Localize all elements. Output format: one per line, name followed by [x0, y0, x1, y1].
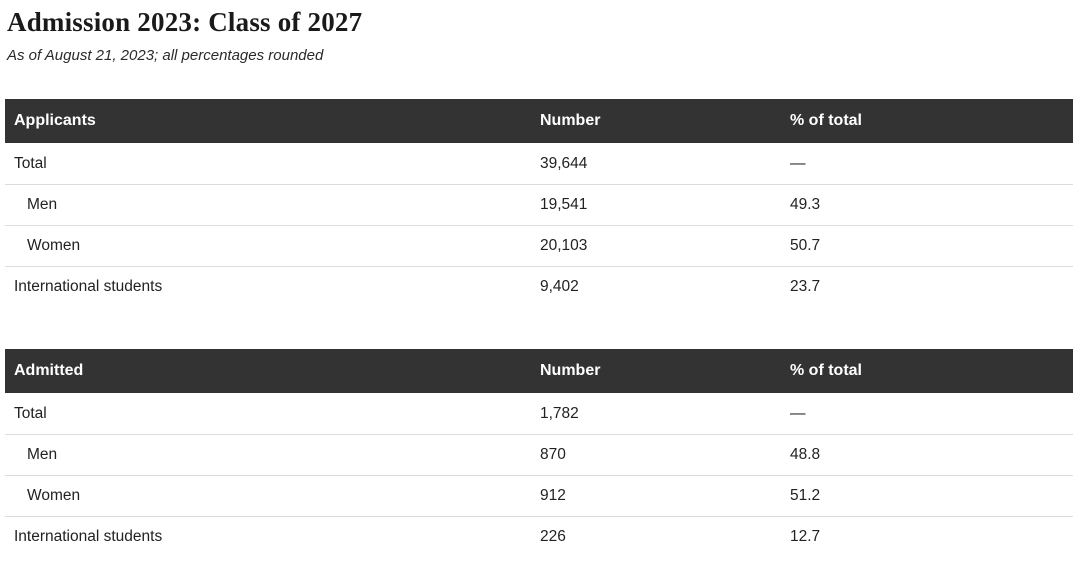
row-label: Women	[27, 487, 81, 505]
page-title: Admission 2023: Class of 2027	[7, 7, 363, 37]
table-row: Women 912 51.2	[5, 475, 1073, 516]
admissions-stats-page: Admission 2023: Class of 2027 As of Augu…	[0, 0, 1080, 557]
row-percent-value: 51.2	[790, 487, 821, 505]
admitted-table-body: Total 1,782 — Men 870 48.8 Women 912 51.2 Interna…	[5, 393, 1073, 557]
row-label: Total	[14, 404, 47, 422]
row-percent-value: —	[790, 404, 806, 422]
row-label: Women	[27, 237, 81, 255]
row-percent-value: 23.7	[790, 278, 821, 296]
row-percent-value: 49.3	[790, 196, 821, 214]
row-number-value: 1,782	[540, 404, 579, 422]
table-row: Total 39,644 —	[5, 143, 1073, 184]
admitted-table: Admitted Number % of total Total 1,782 — Me…	[5, 349, 1073, 557]
column-header-percent-of-total: % of total	[790, 362, 862, 380]
row-number-value: 226	[540, 528, 566, 546]
row-number-value: 912	[540, 487, 566, 505]
page-subtitle: As of August 21, 2023; all percentages r…	[7, 47, 324, 65]
row-percent-value: —	[790, 154, 806, 172]
table-row: International students 226 12.7	[5, 516, 1073, 557]
table-row: Men 870 48.8	[5, 434, 1073, 475]
column-header-number: Number	[540, 112, 601, 130]
column-header-number: Number	[540, 362, 601, 380]
table-row: International students 9,402 23.7	[5, 266, 1073, 307]
column-header-admitted: Admitted	[14, 362, 84, 380]
row-number-value: 39,644	[540, 154, 588, 172]
applicants-table-body: Total 39,644 — Men 19,541 49.3 Women 20,103 50.7…	[5, 143, 1073, 307]
row-label: Men	[27, 196, 58, 214]
row-number-value: 20,103	[540, 237, 588, 255]
table-row: Women 20,103 50.7	[5, 225, 1073, 266]
column-header-percent-of-total: % of total	[790, 112, 862, 130]
row-number-value: 19,541	[540, 196, 588, 214]
row-label: Men	[27, 446, 58, 464]
row-number-value: 870	[540, 446, 566, 464]
row-label: Total	[14, 154, 47, 172]
row-label: International students	[14, 528, 163, 546]
applicants-table-header-row: Applicants Number % of total	[5, 99, 1073, 144]
page-header: Admission 2023: Class of 2027 As of Augu…	[0, 0, 1080, 65]
row-percent-value: 12.7	[790, 528, 821, 546]
row-number-value: 9,402	[540, 278, 579, 296]
table-row: Men 19,541 49.3	[5, 184, 1073, 225]
column-header-applicants: Applicants	[14, 112, 96, 130]
row-label: International students	[14, 278, 163, 296]
row-percent-value: 48.8	[790, 446, 821, 464]
row-percent-value: 50.7	[790, 237, 821, 255]
admitted-table-header-row: Admitted Number % of total	[5, 349, 1073, 394]
applicants-table: Applicants Number % of total Total 39,644…	[5, 99, 1073, 307]
table-row: Total 1,782 —	[5, 393, 1073, 434]
